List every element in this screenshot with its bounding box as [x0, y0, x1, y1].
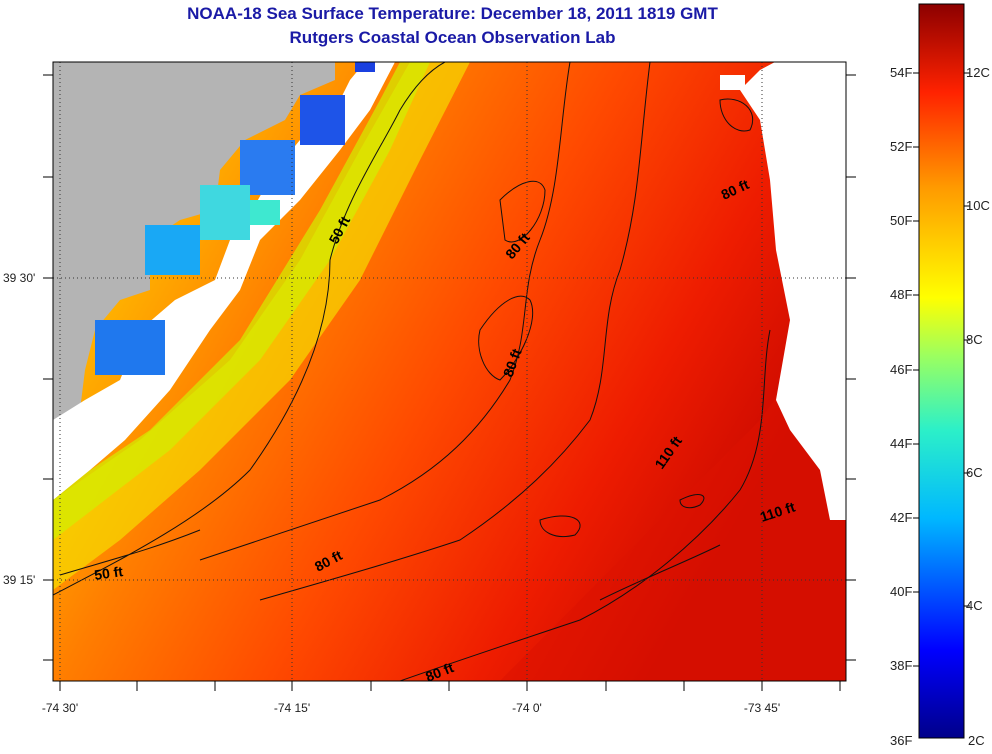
lon-tick-label: -73 45': [744, 701, 780, 715]
contour-110ft-b: [599, 544, 721, 601]
axis-ticks: [43, 74, 856, 691]
cloud-mask-coast: [53, 62, 395, 500]
colorbar-c-label: 10C: [966, 198, 990, 213]
colorbar: [918, 3, 965, 739]
cold-patch-5: [355, 62, 375, 72]
cold-patch-3: [145, 225, 200, 275]
lon-tick-label: -74 15': [274, 701, 310, 715]
colorbar-c-label: 12C: [966, 65, 990, 80]
contour-80ft-b: [259, 62, 651, 601]
warm-core: [500, 300, 846, 681]
contour-shoal-4: [719, 98, 754, 132]
colorbar-c-label: 8C: [966, 332, 983, 347]
map-subtitle: Rutgers Coastal Ocean Observation Lab: [289, 28, 616, 47]
cold-patch-1: [300, 95, 345, 145]
depth-contours: [53, 62, 771, 681]
colorbar-c-label: 6C: [966, 465, 983, 480]
cold-patch-6: [200, 185, 250, 240]
map-title: NOAA-18 Sea Surface Temperature: Decembe…: [187, 4, 718, 23]
contour-80ft-a: [199, 62, 571, 561]
colorbar-c-label: 2C: [968, 733, 985, 748]
cool-band: [53, 62, 430, 540]
map-panel: [53, 62, 846, 681]
lat-tick-label: 39 15': [3, 573, 35, 587]
contour-50ft: [53, 62, 446, 596]
colorbar-f-label: 38F: [890, 658, 912, 673]
land-new-jersey: [53, 62, 335, 420]
contour-shoal-5: [539, 515, 581, 537]
colorbar-f-label: 36F: [890, 733, 912, 748]
contour-shoal-1: [478, 295, 534, 381]
contour-shoal-3: [679, 494, 705, 509]
lon-tick-label: -74 30': [42, 701, 78, 715]
cloud-patch: [720, 75, 745, 90]
colorbar-f-label: 46F: [890, 362, 912, 377]
colorbar-c-label: 4C: [966, 598, 983, 613]
colorbar-f-label: 40F: [890, 584, 912, 599]
cold-patch-4: [95, 320, 165, 375]
lat-tick-label: 39 30': [3, 271, 35, 285]
contour-50ft-south: [59, 529, 201, 576]
cloud-mask-east: [740, 62, 846, 520]
colorbar-f-label: 42F: [890, 510, 912, 525]
lon-tick-label: -74 0': [512, 701, 542, 715]
colorbar-f-label: 50F: [890, 213, 912, 228]
colorbar-f-label: 54F: [890, 65, 912, 80]
colorbar-ticks: [913, 72, 970, 667]
colorbar-f-label: 52F: [890, 139, 912, 154]
graticule: [53, 62, 846, 681]
colorbar-f-label: 48F: [890, 287, 912, 302]
contour-label-50ft: 50 ft: [93, 563, 124, 583]
colorbar-f-label: 44F: [890, 436, 912, 451]
cold-patch-7: [250, 200, 280, 225]
contour-110ft: [399, 329, 771, 681]
contour-shoal-2: [499, 180, 546, 243]
